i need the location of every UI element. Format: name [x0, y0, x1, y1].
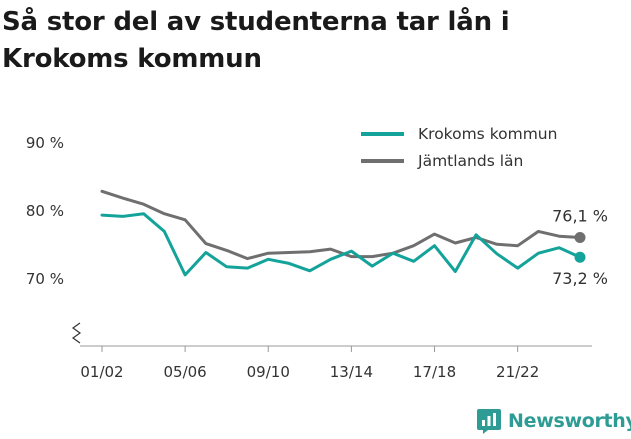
series-layer: 76,1 % 73,2 %: [100, 189, 608, 288]
legend: Krokoms kommun Jämtlands län: [361, 125, 557, 170]
brand-name: Newsworthy: [508, 410, 631, 432]
end-label-jamtland: 76,1 %: [552, 207, 608, 226]
y-tick-label: 90 %: [26, 134, 64, 152]
x-tick-label: 21/22: [496, 363, 539, 381]
legend-label-jamtland: Jämtlands län: [417, 152, 523, 170]
x-tick-label: 01/02: [80, 363, 123, 381]
y-tick-label: 80 %: [26, 202, 64, 220]
brand: Newsworthy: [476, 406, 631, 436]
series-line-jamtland: [100, 189, 582, 261]
axes: [71, 322, 592, 347]
x-tick-label: 13/14: [330, 363, 373, 381]
x-tick-label: 17/18: [413, 363, 456, 381]
axis-break-mark: [71, 322, 82, 344]
y-tick-label: 70 %: [26, 270, 64, 288]
series-line-krokom: [100, 212, 582, 277]
x-axis: 01/02 05/06 09/10 13/14 17/18 21/22: [80, 346, 539, 381]
newsworthy-logo-icon: [477, 408, 501, 434]
end-label-krokom: 73,2 %: [552, 269, 608, 288]
end-point-jamtland: [574, 232, 586, 244]
legend-label-krokom: Krokoms kommun: [418, 125, 557, 143]
x-tick-label: 05/06: [164, 363, 207, 381]
chart-title: Så stor del av studenterna tar lån i Kro…: [2, 7, 510, 74]
y-axis: 70 % 80 % 90 %: [26, 134, 64, 288]
end-point-krokom: [574, 251, 586, 263]
x-tick-label: 09/10: [247, 363, 290, 381]
